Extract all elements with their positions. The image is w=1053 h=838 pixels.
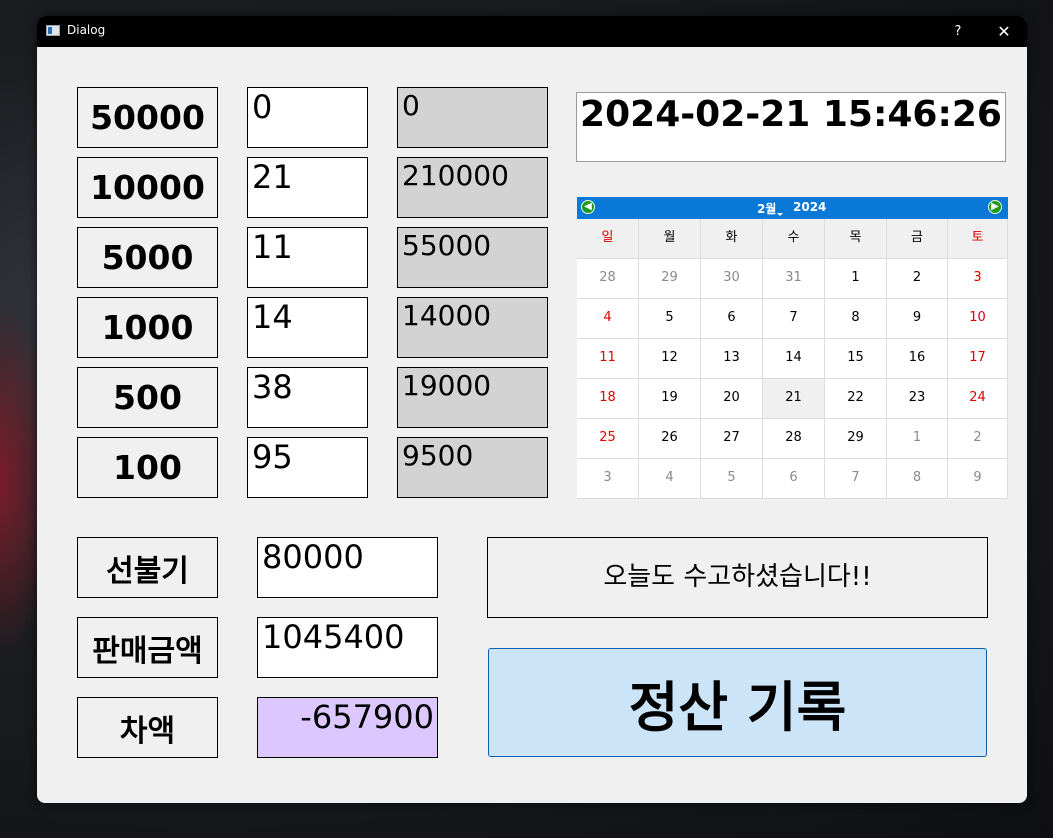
app-icon [46,25,60,36]
next-month-icon[interactable]: ▶ [988,200,1002,214]
amount-field-5000: 55000 [397,227,548,288]
calendar-month-selector[interactable]: 2월 [757,202,784,216]
calendar-year-selector[interactable]: 2024 [793,200,827,214]
calendar-day-cell[interactable]: 26 [639,419,701,459]
calendar-day-cell[interactable]: 24 [948,379,1008,419]
greeting-message: 오늘도 수고하셨습니다!! [487,537,988,618]
calendar-day-cell[interactable]: 11 [577,339,639,379]
window-title: Dialog [67,23,106,37]
calendar-weekday-header: 수 [763,219,825,259]
calendar-day-cell[interactable]: 2 [887,259,948,299]
prepaid-label: 선불기 [77,537,218,598]
calendar-day-cell[interactable]: 9 [887,299,948,339]
calendar-day-cell[interactable]: 13 [701,339,763,379]
amount-field-10000: 210000 [397,157,548,218]
calendar-weekday-header: 일 [577,219,639,259]
count-input-500[interactable]: 38 [247,367,368,428]
count-input-1000[interactable]: 14 [247,297,368,358]
datetime-display: 2024-02-21 15:46:26 [576,92,1006,162]
calendar-weekday-header: 목 [825,219,887,259]
close-icon[interactable]: ✕ [997,22,1011,41]
calendar-day-cell[interactable]: 3 [577,459,639,499]
calendar-day-cell[interactable]: 7 [825,459,887,499]
difference-field: -657900 [257,697,438,758]
calendar-day-cell[interactable]: 1 [887,419,948,459]
calendar-weekday-header: 금 [887,219,948,259]
amount-field-50000: 0 [397,87,548,148]
denom-label-5000: 5000 [77,227,218,288]
calendar-day-cell[interactable]: 19 [639,379,701,419]
calendar-day-cell[interactable]: 4 [577,299,639,339]
calendar-day-cell[interactable]: 14 [763,339,825,379]
denom-label-1000: 1000 [77,297,218,358]
dialog-window: Dialog ? ✕ 50000 0 0 10000 21 210000 500… [37,16,1027,803]
calendar-day-cell[interactable]: 15 [825,339,887,379]
calendar-day-cell[interactable]: 29 [825,419,887,459]
calendar-widget: ◀ 2월 2024 ▶ 일 월 화 수 목 금 토 28 29 30 31 1 2 3 4 5 6 7 8 9 10 11… [577,197,1008,499]
calendar-day-cell[interactable]: 18 [577,379,639,419]
count-input-50000[interactable]: 0 [247,87,368,148]
calendar-day-cell[interactable]: 16 [887,339,948,379]
calendar-day-cell[interactable]: 21 [763,379,825,419]
calendar-day-cell[interactable]: 28 [763,419,825,459]
calendar-weekday-header: 토 [948,219,1008,259]
calendar-day-cell[interactable]: 8 [825,299,887,339]
calendar-day-cell[interactable]: 20 [701,379,763,419]
calendar-day-cell[interactable]: 29 [639,259,701,299]
calendar-day-cell[interactable]: 22 [825,379,887,419]
denom-label-500: 500 [77,367,218,428]
calendar-day-cell[interactable]: 10 [948,299,1008,339]
title-bar: Dialog ? ✕ [37,16,1027,47]
calendar-day-cell[interactable]: 5 [639,299,701,339]
amount-field-500: 19000 [397,367,548,428]
denom-label-100: 100 [77,437,218,498]
denom-label-10000: 10000 [77,157,218,218]
calendar-day-cell[interactable]: 6 [701,299,763,339]
calendar-day-cell[interactable]: 28 [577,259,639,299]
calendar-day-cell[interactable]: 17 [948,339,1008,379]
calendar-day-cell[interactable]: 2 [948,419,1008,459]
calendar-day-cell[interactable]: 7 [763,299,825,339]
calendar-day-cell[interactable]: 4 [639,459,701,499]
calendar-nav-bar: ◀ 2월 2024 ▶ [577,197,1008,219]
calendar-day-cell[interactable]: 12 [639,339,701,379]
calendar-day-cell[interactable]: 27 [701,419,763,459]
calendar-day-cell[interactable]: 25 [577,419,639,459]
calendar-weekday-header: 화 [701,219,763,259]
difference-label: 차액 [77,697,218,758]
calendar-day-cell[interactable]: 23 [887,379,948,419]
amount-field-1000: 14000 [397,297,548,358]
sales-amount-input[interactable]: 1045400 [257,617,438,678]
count-input-5000[interactable]: 11 [247,227,368,288]
calendar-weekday-header: 월 [639,219,701,259]
prepaid-input[interactable]: 80000 [257,537,438,598]
calendar-day-cell[interactable]: 6 [763,459,825,499]
calendar-day-cell[interactable]: 9 [948,459,1008,499]
calendar-day-cell[interactable]: 1 [825,259,887,299]
calendar-day-cell[interactable]: 31 [763,259,825,299]
count-input-100[interactable]: 95 [247,437,368,498]
sales-amount-label: 판매금액 [77,617,218,678]
calendar-day-cell[interactable]: 30 [701,259,763,299]
prev-month-icon[interactable]: ◀ [581,200,595,214]
calendar-grid: 일 월 화 수 목 금 토 28 29 30 31 1 2 3 4 5 6 7 8 9 10 11 12 13 14 15 16 17… [577,219,1008,499]
count-input-10000[interactable]: 21 [247,157,368,218]
calendar-day-cell[interactable]: 3 [948,259,1008,299]
help-button[interactable]: ? [954,24,962,39]
calendar-day-cell[interactable]: 5 [701,459,763,499]
denom-label-50000: 50000 [77,87,218,148]
calendar-day-cell[interactable]: 8 [887,459,948,499]
amount-field-100: 9500 [397,437,548,498]
settlement-record-button[interactable]: 정산 기록 [488,648,987,757]
